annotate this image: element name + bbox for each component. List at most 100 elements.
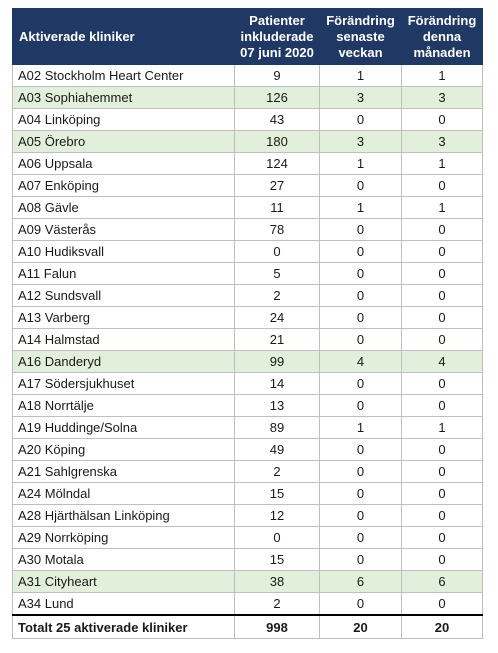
change-month: 0 (401, 284, 483, 307)
header-month-change: Förändring denna månaden (401, 8, 483, 65)
header-week-change: Förändring senaste veckan (319, 8, 402, 65)
table-row: A04 Linköping 43 0 0 (12, 108, 483, 131)
patients-included: 99 (234, 350, 320, 373)
change-week: 0 (319, 482, 402, 505)
change-month: 4 (401, 350, 483, 373)
change-week: 6 (319, 570, 402, 593)
clinic-name: A07 Enköping (12, 174, 235, 197)
total-label: Totalt 25 aktiverade kliniker (12, 614, 235, 639)
change-week: 0 (319, 284, 402, 307)
header-patients: Patienter inkluderade 07 juni 2020 (234, 8, 320, 65)
change-month: 0 (401, 108, 483, 131)
patients-included: 9 (234, 64, 320, 87)
patients-included: 78 (234, 218, 320, 241)
change-month: 0 (401, 504, 483, 527)
patients-included: 0 (234, 526, 320, 549)
table-row: A10 Hudiksvall 0 0 0 (12, 240, 483, 263)
header-week-line-1: Förändring (326, 12, 395, 28)
clinic-name: A03 Sophiahemmet (12, 86, 235, 109)
table-row: A34 Lund 2 0 0 (12, 592, 483, 616)
table-row: A06 Uppsala 124 1 1 (12, 152, 483, 175)
change-month: 1 (401, 196, 483, 219)
change-week: 0 (319, 526, 402, 549)
change-month: 1 (401, 152, 483, 175)
patients-included: 180 (234, 130, 320, 153)
table-row: A28 Hjärthälsan Linköping 12 0 0 (12, 504, 483, 527)
table-row: A02 Stockholm Heart Center 9 1 1 (12, 64, 483, 87)
change-month: 1 (401, 416, 483, 439)
change-week: 3 (319, 86, 402, 109)
change-month: 0 (401, 218, 483, 241)
clinic-name: A09 Västerås (12, 218, 235, 241)
table-row: A30 Motala 15 0 0 (12, 548, 483, 571)
patients-included: 124 (234, 152, 320, 175)
change-month: 0 (401, 460, 483, 483)
table-row: A16 Danderyd 99 4 4 (12, 350, 483, 373)
clinic-name: A28 Hjärthälsan Linköping (12, 504, 235, 527)
change-month: 0 (401, 592, 483, 616)
change-week: 1 (319, 64, 402, 87)
patients-included: 21 (234, 328, 320, 351)
change-week: 4 (319, 350, 402, 373)
change-week: 0 (319, 548, 402, 571)
header-row: Aktiverade kliniker Patienter inkluderad… (12, 8, 483, 65)
table-row: A19 Huddinge/Solna 89 1 1 (12, 416, 483, 439)
clinic-name: A21 Sahlgrenska (12, 460, 235, 483)
patients-included: 43 (234, 108, 320, 131)
clinic-name: A19 Huddinge/Solna (12, 416, 235, 439)
table-body: A02 Stockholm Heart Center 9 1 1 A03 Sophiah… (12, 64, 483, 616)
table-row: A21 Sahlgrenska 2 0 0 (12, 460, 483, 483)
clinic-name: A16 Danderyd (12, 350, 235, 373)
change-week: 0 (319, 328, 402, 351)
patients-included: 11 (234, 196, 320, 219)
table-row: A09 Västerås 78 0 0 (12, 218, 483, 241)
clinic-name: A13 Varberg (12, 306, 235, 329)
clinic-name: A34 Lund (12, 592, 235, 616)
table-row: A18 Norrtälje 13 0 0 (12, 394, 483, 417)
table-row: A29 Norrköping 0 0 0 (12, 526, 483, 549)
change-month: 3 (401, 130, 483, 153)
patients-included: 15 (234, 482, 320, 505)
header-month-line-2: denna (422, 28, 462, 44)
change-week: 0 (319, 306, 402, 329)
change-month: 0 (401, 372, 483, 395)
change-week: 3 (319, 130, 402, 153)
change-month: 0 (401, 394, 483, 417)
change-month: 0 (401, 240, 483, 263)
patients-included: 2 (234, 460, 320, 483)
header-patients-line-2: inkluderade (240, 28, 314, 44)
clinic-name: A29 Norrköping (12, 526, 235, 549)
patients-included: 38 (234, 570, 320, 593)
header-month-line-3: månaden (413, 44, 471, 60)
header-month-line-1: Förändring (407, 12, 477, 28)
change-week: 1 (319, 416, 402, 439)
change-week: 0 (319, 262, 402, 285)
table-row: A03 Sophiahemmet 126 3 3 (12, 86, 483, 109)
change-month: 0 (401, 174, 483, 197)
change-month: 0 (401, 328, 483, 351)
clinic-name: A18 Norrtälje (12, 394, 235, 417)
table-row: A12 Sundsvall 2 0 0 (12, 284, 483, 307)
clinic-name: A11 Falun (12, 262, 235, 285)
header-week-line-3: veckan (338, 44, 383, 60)
change-month: 0 (401, 482, 483, 505)
clinic-name: A10 Hudiksvall (12, 240, 235, 263)
change-week: 0 (319, 460, 402, 483)
change-month: 3 (401, 86, 483, 109)
patients-included: 126 (234, 86, 320, 109)
header-clinics: Aktiverade kliniker (12, 8, 235, 65)
clinic-name: A04 Linköping (12, 108, 235, 131)
patients-included: 0 (234, 240, 320, 263)
table-row: A24 Mölndal 15 0 0 (12, 482, 483, 505)
change-week: 0 (319, 438, 402, 461)
change-month: 0 (401, 548, 483, 571)
patients-included: 15 (234, 548, 320, 571)
clinic-name: A08 Gävle (12, 196, 235, 219)
change-week: 0 (319, 240, 402, 263)
clinic-name: A06 Uppsala (12, 152, 235, 175)
patients-included: 12 (234, 504, 320, 527)
patients-included: 2 (234, 284, 320, 307)
change-month: 0 (401, 306, 483, 329)
change-week: 0 (319, 592, 402, 616)
change-week: 0 (319, 372, 402, 395)
